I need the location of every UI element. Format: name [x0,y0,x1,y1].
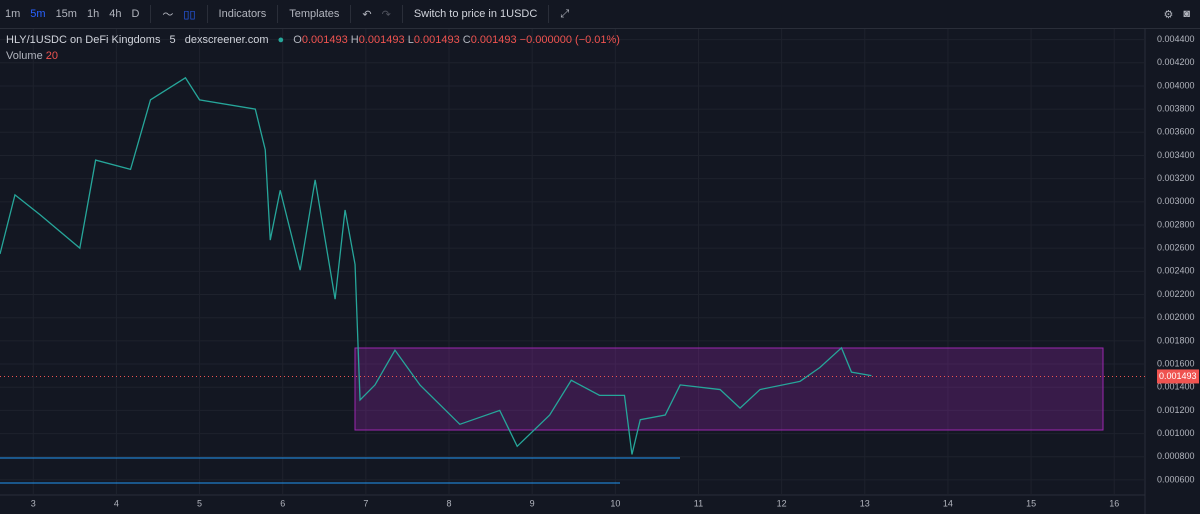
y-tick-label: 0.003800 [1157,103,1195,113]
y-tick-label: 0.002400 [1157,266,1195,276]
y-tick-label: 0.004200 [1157,57,1195,67]
interval-button[interactable]: 5m [30,8,46,20]
switch-price-button[interactable]: Switch to price in 1USDC [413,8,538,20]
y-tick-label: 0.003600 [1157,127,1195,137]
x-tick-label: 5 [197,498,202,508]
templates-button[interactable]: Templates [289,8,340,20]
y-tick-label: 0.002000 [1157,312,1195,322]
separator [206,5,208,23]
separator [548,5,550,23]
ohlc-label: H [350,34,359,46]
toolbar: 1m 5m 15m 1h 4h D 〜 ▯▯ Indicators Templa… [0,0,1200,29]
price-line [0,76,872,455]
interval-button[interactable]: 1m [5,8,21,20]
last-price-label: 0.001493 [1159,371,1197,381]
snapshot-button[interactable]: ◙ [1183,8,1190,20]
y-tick-label: 0.002600 [1157,243,1195,253]
ohlc-label: L [407,34,414,46]
undo-button[interactable]: ↶ [362,8,372,21]
x-tick-label: 10 [610,498,620,508]
interval-button[interactable]: 15m [55,8,77,20]
status-dot: ● [277,34,285,46]
x-tick-label: 6 [280,498,285,508]
ohlc-value: 0.001493 [301,34,348,46]
x-tick-label: 7 [363,498,368,508]
y-tick-label: 0.003000 [1157,196,1195,206]
y-tick-label: 0.001800 [1157,335,1195,345]
x-tick-label: 12 [777,498,787,508]
range-box [354,347,1104,431]
x-tick-label: 11 [694,498,703,508]
separator [150,5,152,23]
legend-row: Volume 20 [6,48,620,64]
legend-row: HLY/1USDC on DeFi Kingdoms 5 dexscreener… [6,32,620,48]
ohlc-label: C [462,34,471,46]
x-tick-label: 16 [1109,498,1119,508]
candle-style-button[interactable]: ▯▯ [183,8,196,21]
separator [401,5,403,23]
y-tick-label: 0.002200 [1157,289,1195,299]
x-tick-label: 14 [943,498,953,508]
symbol: HLY/1USDC on DeFi Kingdoms [6,34,161,46]
fullscreen-button[interactable]: ⤢ [560,7,570,20]
source: dexscreener.com [184,34,269,46]
chart-style-button[interactable]: 〜 [162,9,174,21]
y-tick-label: 0.001600 [1157,358,1195,368]
separator [350,5,352,23]
y-tick-label: 0.000600 [1157,474,1195,484]
y-tick-label: 0.002800 [1157,219,1195,229]
y-tick-label: 0.003200 [1157,173,1195,183]
y-tick-label: 0.000800 [1157,451,1195,461]
last-price-tag [1157,369,1199,384]
volume-length: 20 [45,50,59,62]
interval: 5 [169,34,176,46]
y-tick-label: 0.001400 [1157,382,1195,392]
ohlc-value: 0.001493 [358,34,405,46]
volume-label: Volume [6,50,43,62]
separator [277,5,279,23]
y-tick-label: 0.003400 [1157,150,1195,160]
y-tick-label: 0.001200 [1157,405,1195,415]
interval-button[interactable]: 4h [109,8,122,20]
settings-button[interactable]: ⚙ [1163,8,1174,21]
y-tick-label: 0.004400 [1157,34,1195,44]
x-tick-label: 15 [1026,498,1036,508]
x-tick-label: 3 [31,498,36,508]
x-tick-label: 8 [447,498,452,508]
x-tick-label: 4 [114,498,119,508]
redo-button[interactable]: ↷ [381,8,391,21]
x-tick-label: 13 [860,498,870,508]
ohlc-value: 0.001493 [470,34,517,46]
interval-button[interactable]: 1h [86,8,100,20]
indicators-button[interactable]: Indicators [218,8,267,20]
legend: HLY/1USDC on DeFi Kingdoms 5 dexscreener… [6,32,620,64]
ohlc-label: O [293,34,302,46]
y-tick-label: 0.001000 [1157,428,1195,438]
ohlc-value: 0.001493 [413,34,460,46]
interval-button[interactable]: D [131,8,140,20]
y-tick-label: 0.004000 [1157,80,1195,90]
change: −0.000000 (−0.01%) [519,34,620,46]
x-tick-label: 9 [530,498,535,508]
